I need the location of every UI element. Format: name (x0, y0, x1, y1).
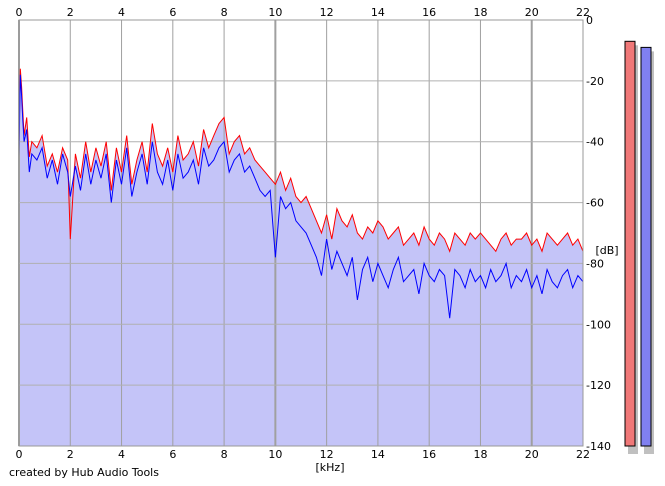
y-tick-label: -100 (586, 318, 611, 331)
x-axis-label: [kHz] (316, 461, 345, 474)
level-meters (624, 40, 654, 455)
y-tick-label: -80 (586, 257, 604, 270)
x-tick-label: 16 (422, 6, 436, 19)
x-tick-label: 6 (169, 6, 176, 19)
x-tick-label: 2 (67, 6, 74, 19)
x-tick-label: 10 (268, 448, 282, 461)
spectrum-fill-layer (19, 68, 583, 446)
x-tick-label: 22 (576, 448, 590, 461)
x-tick-label: 6 (169, 448, 176, 461)
y-tick-label: 0 (586, 14, 593, 27)
x-tick-label: 12 (320, 6, 334, 19)
right-level-meter (640, 46, 652, 447)
y-tick-label: -20 (586, 75, 604, 88)
x-tick-label: 16 (422, 448, 436, 461)
x-tick-label: 12 (320, 448, 334, 461)
x-tick-label: 4 (118, 6, 125, 19)
credit-text: created by Hub Audio Tools (9, 466, 159, 479)
y-axis-label: [dB] (595, 244, 618, 257)
x-tick-label: 20 (525, 448, 539, 461)
left-level-meter (624, 40, 636, 447)
x-tick-label: 20 (525, 6, 539, 19)
x-tick-label: 2 (67, 448, 74, 461)
y-tick-label: -120 (586, 379, 611, 392)
x-tick-label: 0 (16, 6, 23, 19)
spectrum-area (19, 68, 583, 446)
series-layer (18, 68, 584, 319)
x-tick-label: 14 (371, 6, 385, 19)
plot-frame (18, 19, 584, 447)
x-tick-label: 8 (221, 448, 228, 461)
x-tick-label: 18 (473, 448, 487, 461)
x-tick-labels-bottom: 0 2 4 6 8 10 12 14 16 18 20 22 (16, 448, 591, 461)
x-tick-label: 4 (118, 448, 125, 461)
x-tick-labels-top: 0 2 4 6 8 10 12 14 16 18 20 22 (16, 6, 591, 19)
y-tick-labels: 0 -20 -40 -60 -80 -100 -120 -140 (586, 14, 611, 453)
x-tick-label: 18 (473, 6, 487, 19)
right-channel-line (18, 74, 584, 319)
y-tick-label: -60 (586, 197, 604, 210)
x-tick-label: 14 (371, 448, 385, 461)
x-tick-label: 8 (221, 6, 228, 19)
x-tick-label: 10 (268, 6, 282, 19)
x-tick-label: 0 (16, 448, 23, 461)
x-tick-label: 22 (576, 6, 590, 19)
left-channel-line (18, 68, 584, 253)
y-tick-label: -140 (586, 440, 611, 453)
y-tick-label: -40 (586, 136, 604, 149)
